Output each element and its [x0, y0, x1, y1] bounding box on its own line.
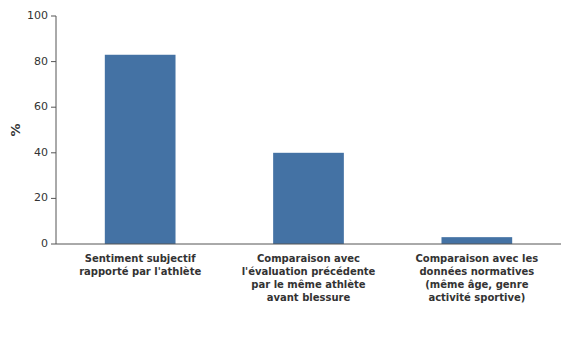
x-tick-label: Sentiment subjectif rapporté par l'athlèt… [79, 253, 201, 277]
y-tick-label: 80 [34, 55, 48, 68]
bars [105, 55, 512, 244]
axes: 0 20 40 60 80 100 Sentiment subjectif rapporté … [27, 9, 561, 303]
bar [105, 55, 176, 244]
y-tick-label: 40 [34, 146, 48, 159]
x-tick-label-line: par le même athlète [251, 279, 366, 290]
bar [441, 237, 512, 244]
x-tick-label-line: (même âge, genre [425, 279, 528, 290]
x-tick-label: Comparaison avec les données normatives (m… [415, 253, 538, 303]
y-tick-label: 100 [27, 9, 48, 22]
y-axis-line [56, 16, 57, 244]
y-tick-label: 0 [41, 237, 48, 250]
x-tick-label-line: Comparaison avec [257, 253, 360, 264]
y-tick [51, 244, 56, 245]
x-axis-line [56, 244, 561, 245]
x-tick-label-line: données normatives [419, 266, 534, 277]
x-tick-label: Comparaison avec l'évaluation précédente p… [242, 253, 376, 303]
y-tick [51, 107, 56, 108]
y-tick-label: 60 [34, 100, 48, 113]
chart-svg: 0 20 40 60 80 100 Sentiment subjectif rapporté … [0, 0, 573, 340]
x-tick-label-line: Comparaison avec les [415, 253, 538, 264]
y-tick [51, 152, 56, 153]
x-tick-label-line: l'évaluation précédente [242, 266, 376, 277]
x-tick-label-line: rapporté par l'athlète [79, 266, 201, 277]
x-tick-label-line: activité sportive) [428, 292, 525, 303]
chart-container: 0 20 40 60 80 100 Sentiment subjectif rapporté … [0, 0, 573, 340]
x-tick-label-line: avant blessure [267, 292, 351, 303]
bar [273, 153, 344, 244]
y-tick-label: 20 [34, 191, 48, 204]
x-tick-label-line: Sentiment subjectif [85, 253, 196, 264]
y-tick [51, 198, 56, 199]
y-tick [51, 61, 56, 62]
y-tick [51, 16, 56, 17]
y-axis-label: % [8, 123, 23, 136]
